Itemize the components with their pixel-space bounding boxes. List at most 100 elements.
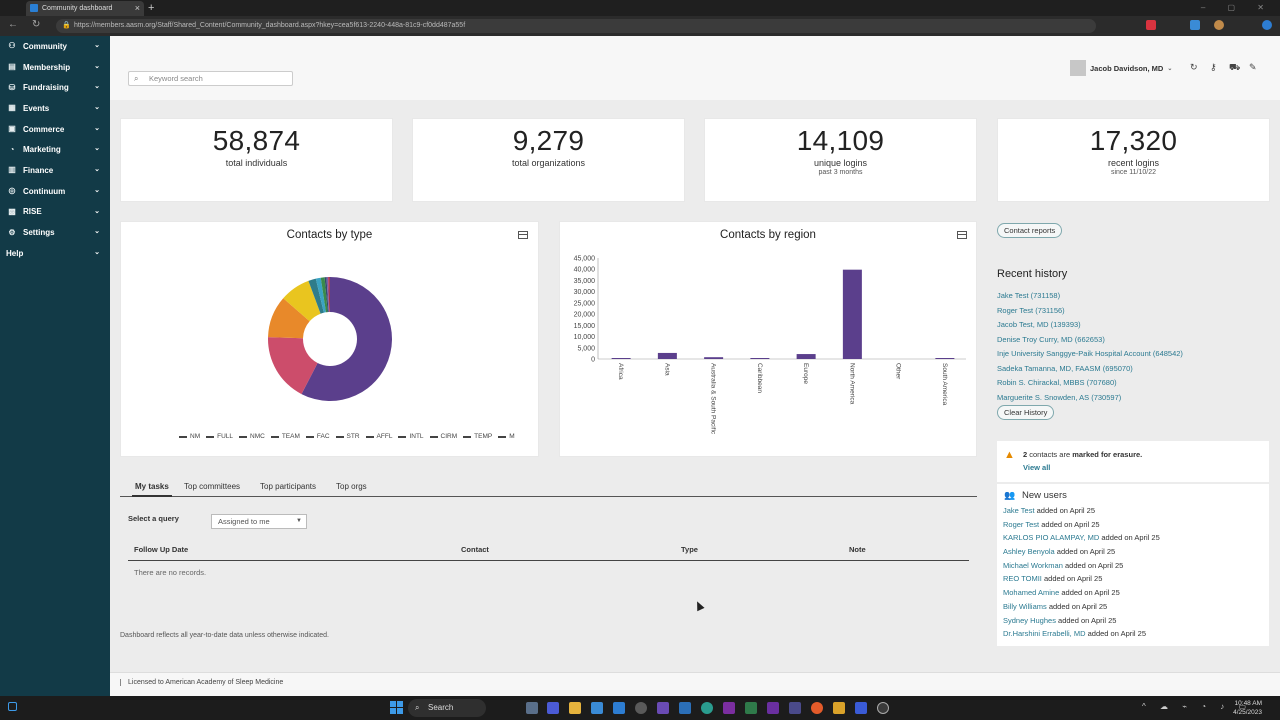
pie-slice-intl[interactable] <box>324 277 329 313</box>
legend-item[interactable]: TEMP <box>463 433 492 440</box>
copilot-icon[interactable] <box>1262 20 1272 30</box>
new-user-link[interactable]: Dr.Harshini Errabelli, MD <box>1003 629 1086 639</box>
clock[interactable]: 10:48 AM 4/25/2023 <box>1233 699 1262 717</box>
new-user-link[interactable]: KARLOS PIO ALAMPAY, MD <box>1003 533 1100 543</box>
app-icon[interactable] <box>811 702 823 714</box>
pie-slice-cirm[interactable] <box>326 277 330 313</box>
sidebar-item-settings[interactable]: ⚙ Settings ⌄ <box>0 222 110 243</box>
pie-slice-nmc[interactable] <box>268 298 310 339</box>
start-button[interactable] <box>390 701 403 714</box>
bar-caribbean[interactable] <box>750 358 770 359</box>
bar-north-america[interactable] <box>842 269 862 359</box>
sidebar-item-commerce[interactable]: ▣ Commerce ⌄ <box>0 119 110 140</box>
bar-south-america[interactable] <box>935 358 955 359</box>
app-icon[interactable] <box>833 702 845 714</box>
contact-reports-button[interactable]: Contact reports <box>997 223 1063 238</box>
url-field[interactable]: 🔒 https://members.aasm.org/Staff/Shared_… <box>56 19 1096 33</box>
column-follow-up-date[interactable]: Follow Up Date <box>134 545 189 554</box>
column-contact[interactable]: Contact <box>461 545 489 554</box>
tab-top-participants[interactable]: Top participants <box>260 482 317 491</box>
sidebar-item-help[interactable]: Help ⌄ <box>0 243 110 264</box>
sidebar-item-events[interactable]: ▦ Events ⌄ <box>0 98 110 119</box>
column-type[interactable]: Type <box>681 545 698 554</box>
todo-icon[interactable] <box>613 702 625 714</box>
refresh-icon[interactable]: ↻ <box>1190 62 1198 72</box>
recent-history-link[interactable]: Roger Test (731156) <box>997 305 1065 315</box>
pie-slice-affl[interactable] <box>320 277 328 313</box>
pie-slice-nm[interactable] <box>301 277 392 401</box>
tab-top-committees[interactable]: Top committees <box>184 482 241 491</box>
app-icon[interactable] <box>591 702 603 714</box>
cart-icon[interactable]: ⛟ <box>1229 62 1241 72</box>
chat-icon[interactable] <box>547 702 559 714</box>
pie-slice-m[interactable] <box>329 277 330 313</box>
bar-australia-south-pacific[interactable] <box>704 357 724 359</box>
key-icon[interactable]: ⚷ <box>1210 62 1217 72</box>
edit-icon[interactable]: ✎ <box>1249 62 1257 72</box>
task-view-icon[interactable] <box>526 702 538 714</box>
excel-icon[interactable] <box>745 702 757 714</box>
bar-africa[interactable] <box>611 358 631 359</box>
recent-history-link[interactable]: Robin S. Chirackal, MBBS (707680) <box>997 378 1117 387</box>
legend-item[interactable]: FAC <box>305 433 330 440</box>
recent-history-link[interactable]: Jake Test (731158) <box>997 291 1061 300</box>
close-tab-icon[interactable]: × <box>134 3 140 13</box>
legend-item[interactable]: STR <box>335 433 360 440</box>
tab-top-orgs[interactable]: Top orgs <box>336 482 367 491</box>
sidebar-item-membership[interactable]: ▤ Membership ⌄ <box>0 57 110 78</box>
extension-icon[interactable] <box>1146 20 1156 30</box>
sidebar-item-fundraising[interactable]: ⛁ Fundraising ⌄ <box>0 77 110 98</box>
taskbar-search[interactable]: ⌕ Search <box>408 699 486 717</box>
legend-item[interactable]: M <box>498 433 515 440</box>
query-select[interactable]: Assigned to me ▼ <box>211 514 307 529</box>
legend-item[interactable]: INTL <box>398 433 424 440</box>
legend-item[interactable]: CIRM <box>429 433 457 440</box>
new-user-link[interactable]: Jake Test <box>1003 506 1035 515</box>
legend-item[interactable]: NMC <box>239 433 265 440</box>
browser-tab[interactable]: Community dashboard × <box>26 1 144 16</box>
sidebar-item-rise[interactable]: ▩ RISE ⌄ <box>0 202 110 223</box>
onenote-icon[interactable] <box>723 702 735 714</box>
clear-history-button[interactable]: Clear History <box>997 405 1055 420</box>
file-explorer-icon[interactable] <box>569 702 581 714</box>
user-menu[interactable]: Jacob Davidson, MD ⌄ <box>1070 60 1172 76</box>
edge-icon[interactable] <box>701 702 713 714</box>
recent-history-link[interactable]: Marguerite S. Snowden, AS (730597) <box>997 392 1122 402</box>
recent-history-link[interactable]: Denise Troy Curry, MD (662653) <box>997 334 1105 344</box>
pie-slice-str[interactable] <box>315 277 326 313</box>
new-user-link[interactable]: Ashley Benyola <box>1003 547 1055 557</box>
recent-history-link[interactable]: Inje University Sanggye-Paik Hospital Ac… <box>997 349 1183 358</box>
xbox-icon[interactable] <box>635 702 647 714</box>
new-user-link[interactable]: Mohamed Amine <box>1003 588 1060 598</box>
app-icon[interactable] <box>657 702 669 714</box>
app-icon[interactable] <box>877 702 889 714</box>
table-view-icon[interactable] <box>957 231 967 239</box>
legend-item[interactable]: TEAM <box>270 433 300 440</box>
sidebar-item-continuum[interactable]: ◎ Continuum ⌄ <box>0 181 110 202</box>
pie-slice-fac[interactable] <box>308 278 324 314</box>
collections-icon[interactable] <box>1190 20 1200 30</box>
new-user-link[interactable]: REO TOMII <box>1003 574 1042 584</box>
recent-history-link[interactable]: Jacob Test, MD (139393) <box>997 320 1081 329</box>
tab-my-tasks[interactable]: My tasks <box>132 482 172 497</box>
new-user-link[interactable]: Billy Williams <box>1003 601 1047 611</box>
column-note[interactable]: Note <box>849 545 866 554</box>
new-user-link[interactable]: Roger Test <box>1003 519 1040 529</box>
outlook-icon[interactable] <box>679 702 691 714</box>
visual-studio-icon[interactable] <box>767 702 779 714</box>
back-icon[interactable]: ← <box>8 19 18 30</box>
view-all-link[interactable]: View all <box>1023 463 1051 472</box>
recent-history-link[interactable]: Sadeka Tamanna, MD, FAASM (695070) <box>997 363 1133 373</box>
pie-slice-full[interactable] <box>268 337 318 395</box>
widgets-icon[interactable] <box>8 702 17 711</box>
profile-icon[interactable] <box>1214 20 1224 30</box>
sidebar-item-community[interactable]: ⚇ Community ⌄ <box>0 36 110 57</box>
legend-item[interactable]: FULL <box>206 433 233 440</box>
table-view-icon[interactable] <box>518 231 528 239</box>
refresh-icon[interactable]: ↻ <box>32 19 41 30</box>
new-user-link[interactable]: Sydney Hughes <box>1003 615 1056 625</box>
sidebar-item-marketing[interactable]: ◔ Marketing ⌄ <box>0 139 110 160</box>
app-icon[interactable] <box>855 702 867 714</box>
bar-europe[interactable] <box>796 354 816 359</box>
window-controls[interactable]: – ▢ ✕ <box>1200 3 1274 12</box>
